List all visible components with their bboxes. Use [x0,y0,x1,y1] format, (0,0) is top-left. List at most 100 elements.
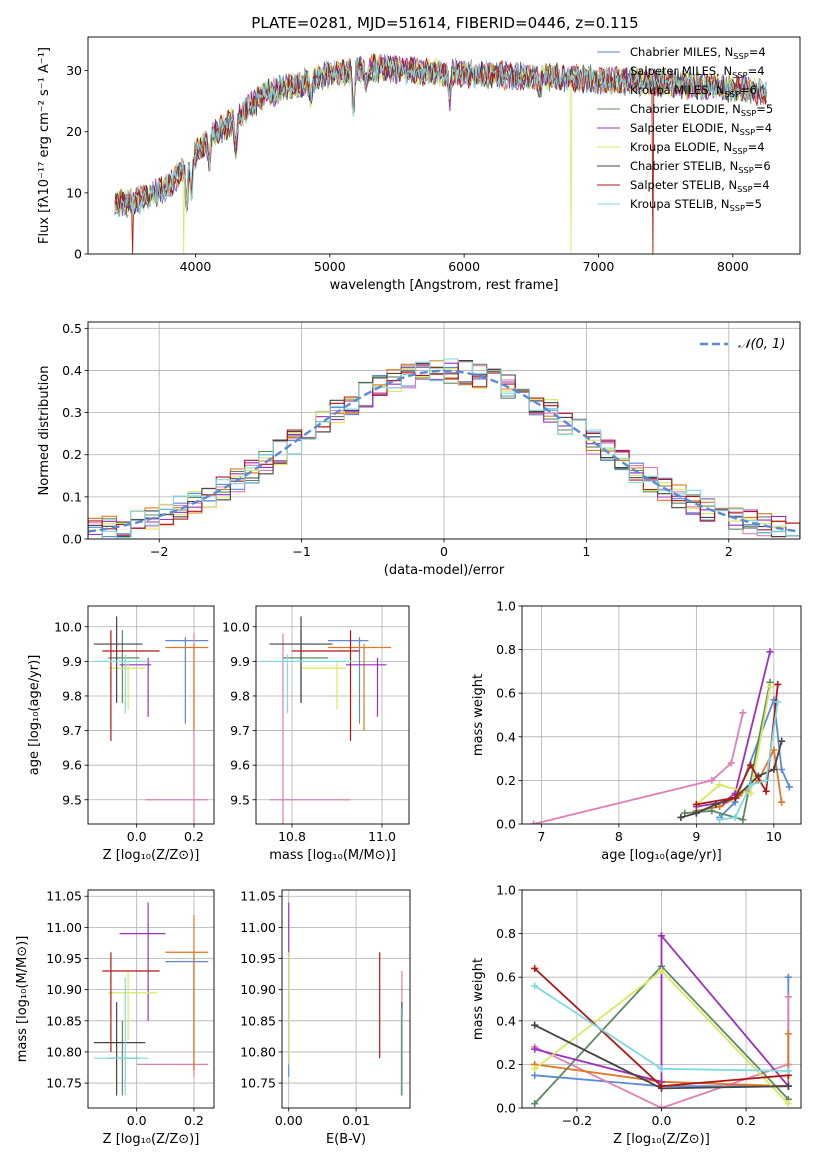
plus-marker [716,803,724,811]
x-tick-label: 8000 [717,259,749,274]
subscript-text: SSP [732,70,747,80]
mass-weight-line-4 [696,651,771,808]
plus-marker [658,1104,665,1108]
plot-area [88,358,800,539]
legend-label: Chabrier STELIB, NSSP=6 [630,159,771,175]
plus-marker [774,698,782,706]
y-axis-label: Flux [fλ10⁻¹⁷ erg cm⁻² s⁻¹ A⁻¹] [37,47,52,244]
text-run: Kroupa ELODIE, N [630,140,732,154]
plus-marker [716,781,724,789]
plus-marker [762,776,770,784]
plot-area [288,902,403,1096]
plus-marker [677,813,685,821]
text-run: Salpeter MILES, N [630,64,732,78]
axes-frame [281,889,411,1109]
plus-marker [727,759,735,767]
plus-marker [762,787,770,795]
legend-label: Salpeter STELIB, NSSP=4 [630,178,770,194]
x-axis-label: Z [log₁₀(Z/Z⊙)] [613,1132,710,1147]
y-tick-label: 0.2 [496,773,516,788]
y-tick-label: 0 [74,247,82,262]
x-tick-label: 7 [537,829,545,844]
axes-frame [87,605,215,825]
y-tick-label: 9.8 [62,688,82,703]
plus-marker [712,800,720,808]
y-tick-label: 11.00 [46,920,82,935]
x-tick-label: 10 [766,829,782,844]
plus-marker [739,816,747,824]
y-tick-label: 0.8 [496,926,516,941]
y-tick-label: 11.00 [240,920,276,935]
y-tick-label: 9.7 [62,723,82,738]
x-axis-label: wavelength [Angstrom, rest frame] [330,278,559,293]
plus-marker [530,820,538,824]
grid-lines [282,890,410,1108]
figure-title: PLATE=0281, MJD=51614, FIBERID=0446, z=0… [251,14,638,32]
plus-marker [784,973,792,981]
subscript-text: SSP [733,51,748,61]
x-tick-label: 6000 [448,259,480,274]
subscript-text: SSP [741,108,756,118]
plot-area [531,932,792,1108]
x-tick-label: −0.2 [562,1113,592,1128]
y-tick-label: 10.85 [46,1013,82,1028]
y-tick-label: 0.6 [496,970,516,985]
text-run: =4 [748,140,765,154]
x-axis-label: Z [log₁₀(Z/Z⊙)] [103,848,200,863]
plus-marker [778,737,786,745]
x-axis-label: Z [log₁₀(Z/Z⊙)] [103,1132,200,1147]
plus-marker [531,1100,539,1108]
text-run: Kroupa STELIB, N [630,197,730,211]
y-tick-label: 10.85 [240,1013,276,1028]
y-tick-label: 10.90 [240,982,276,997]
text-run: =4 [755,121,772,135]
plot-area [260,616,391,824]
y-tick-label: 10.75 [240,1076,276,1091]
plus-marker [716,816,724,824]
legend-label: Salpeter MILES, NSSP=4 [630,64,765,80]
grid-lines [522,605,801,825]
axes-frame [521,889,802,1109]
plot-area [93,616,209,824]
y-tick-label: 0.5 [62,321,82,336]
y-axis-label: mass weight [471,674,486,756]
plus-marker [766,648,774,656]
plot-area [114,53,767,254]
plus-marker [658,932,665,940]
plus-marker [731,813,739,821]
plus-marker [531,1071,539,1079]
plus-marker [784,1030,792,1038]
x-axis-label: E(B-V) [326,1132,366,1147]
spectrum-axes: 4000 5000 6000 7000 8000 0 10 20 30 wavelength [A… [37,36,801,293]
mass_weight_vs_age-axes: 7 8 9 10 0.0 0.2 0.4 0.6 0.8 1.0 age [log₁₀(age/yr… [471,599,802,863]
y-tick-label: 0.2 [62,447,82,462]
plus-marker [778,766,786,773]
y-tick-label: 20 [66,124,82,139]
axes-frame [521,605,802,825]
legend-label: Chabrier MILES, NSSP=4 [630,45,766,61]
y-tick-label: 9.9 [62,654,82,669]
plus-marker [531,1045,539,1053]
plus-marker [739,709,747,717]
y-tick-label: 0.4 [496,1013,516,1028]
plus-marker [692,809,700,817]
x-tick-label: 0.01 [342,1113,370,1128]
x-tick-label: 0.0 [127,829,147,844]
y-tick-label: 1.0 [496,599,516,614]
legend-label: 𝒩(0, 1) [738,337,785,352]
y-tick-label: 10 [66,185,82,200]
plus-marker [766,683,774,691]
mass_weight_vs_Z-axes: −0.2 0.0 0.2 0.0 0.2 0.4 0.6 0.8 1.0 Z [log₁₀(Z/Z… [471,883,802,1147]
mass_vs_EBV-axes: 0.00 0.01 10.75 10.80 10.85 10.90 10.95 11.00 11… [240,889,411,1147]
y-tick-label: 0.8 [496,642,516,657]
plus-marker [784,993,792,1001]
mass-weight-line-1 [533,712,744,824]
legend-label: Kroupa MILES, NSSP=6 [630,83,757,99]
y-tick-label: 9.5 [62,792,82,807]
subscript-text: SSP [732,146,747,156]
x-tick-label: 9 [692,829,700,844]
subscript-text: SSP [740,127,755,137]
plus-marker [658,1065,665,1073]
